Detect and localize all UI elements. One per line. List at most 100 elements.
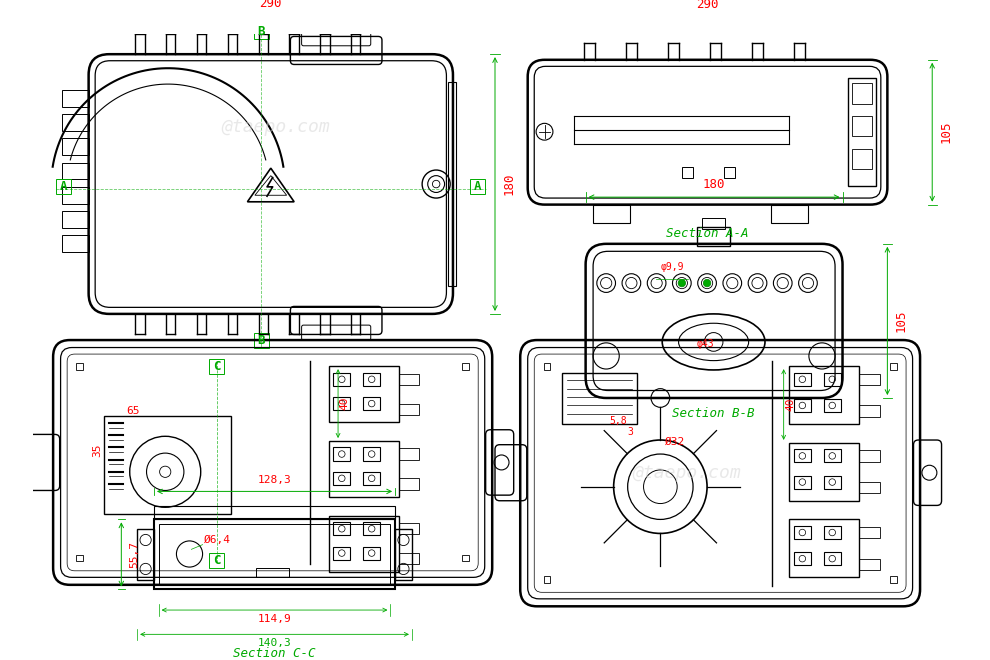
Text: Section C-C: Section C-C: [234, 647, 316, 660]
Bar: [794, 449, 811, 463]
Bar: [329, 441, 399, 497]
Text: φ43: φ43: [697, 339, 715, 348]
Bar: [859, 482, 880, 493]
Text: 290: 290: [696, 0, 719, 11]
Bar: [851, 83, 872, 104]
Bar: [702, 218, 725, 229]
Text: 180: 180: [503, 173, 516, 195]
Text: B: B: [257, 333, 265, 346]
Bar: [824, 526, 841, 539]
Bar: [789, 443, 859, 501]
Text: C: C: [213, 554, 221, 567]
Bar: [544, 364, 550, 370]
Text: φ9,9: φ9,9: [660, 262, 684, 272]
Text: A: A: [473, 180, 481, 193]
Bar: [824, 373, 841, 386]
Bar: [859, 527, 880, 538]
Bar: [138, 529, 154, 580]
Bar: [158, 524, 390, 585]
Bar: [62, 211, 89, 228]
Bar: [334, 522, 350, 535]
Bar: [859, 405, 880, 416]
Bar: [794, 552, 811, 565]
Bar: [544, 576, 550, 583]
Bar: [399, 403, 420, 414]
Bar: [399, 478, 420, 490]
Bar: [254, 333, 269, 348]
Bar: [682, 167, 693, 178]
Text: 55,7: 55,7: [129, 541, 139, 568]
Bar: [462, 364, 469, 370]
Text: @taepo.com: @taepo.com: [633, 464, 741, 482]
Bar: [209, 553, 224, 568]
Text: 35: 35: [92, 444, 102, 457]
Bar: [824, 552, 841, 565]
Bar: [62, 139, 89, 155]
Text: @taepo.com: @taepo.com: [221, 118, 330, 136]
Bar: [848, 79, 876, 186]
Bar: [363, 546, 380, 560]
Text: B: B: [257, 25, 265, 38]
Bar: [105, 416, 231, 514]
Text: Ø6,4: Ø6,4: [205, 535, 232, 544]
Bar: [770, 205, 808, 223]
Bar: [363, 397, 380, 410]
Bar: [794, 526, 811, 539]
Bar: [562, 373, 637, 424]
Text: 3: 3: [628, 428, 634, 438]
Text: 290: 290: [259, 0, 282, 11]
Bar: [462, 555, 469, 562]
Bar: [824, 449, 841, 463]
Bar: [724, 167, 736, 178]
Circle shape: [703, 279, 711, 287]
Bar: [824, 399, 841, 412]
Bar: [859, 374, 880, 385]
Bar: [824, 475, 841, 488]
Bar: [363, 472, 380, 485]
Circle shape: [678, 279, 686, 287]
Bar: [399, 448, 420, 459]
Bar: [794, 373, 811, 386]
Text: Ø32: Ø32: [665, 437, 685, 447]
Bar: [62, 90, 89, 106]
Bar: [62, 162, 89, 180]
Bar: [859, 450, 880, 461]
Bar: [399, 374, 420, 385]
Text: 40: 40: [785, 398, 796, 411]
Bar: [470, 180, 485, 194]
Bar: [255, 568, 289, 578]
Bar: [334, 373, 350, 386]
Bar: [851, 116, 872, 137]
Bar: [329, 366, 399, 422]
Bar: [789, 519, 859, 578]
Bar: [334, 397, 350, 410]
Bar: [363, 447, 380, 461]
Bar: [399, 523, 420, 535]
Bar: [62, 187, 89, 204]
Bar: [363, 373, 380, 386]
Bar: [329, 515, 399, 572]
Bar: [399, 553, 420, 564]
Bar: [890, 576, 897, 583]
Bar: [448, 82, 455, 286]
Bar: [593, 205, 631, 223]
Bar: [154, 506, 395, 519]
Bar: [794, 475, 811, 488]
Bar: [62, 236, 89, 252]
Text: 140,3: 140,3: [257, 638, 291, 647]
Text: 128,3: 128,3: [257, 475, 291, 485]
Text: 65: 65: [126, 406, 140, 416]
Bar: [363, 522, 380, 535]
Text: Section A-A: Section A-A: [666, 227, 748, 240]
Bar: [62, 114, 89, 131]
Bar: [789, 366, 859, 424]
Text: C: C: [213, 360, 221, 373]
Bar: [890, 364, 897, 370]
Bar: [254, 24, 269, 39]
Bar: [794, 399, 811, 412]
Text: Section B-B: Section B-B: [672, 407, 754, 420]
Bar: [76, 364, 83, 370]
Text: 105: 105: [940, 121, 952, 143]
Bar: [334, 472, 350, 485]
Text: 114,9: 114,9: [257, 614, 291, 624]
